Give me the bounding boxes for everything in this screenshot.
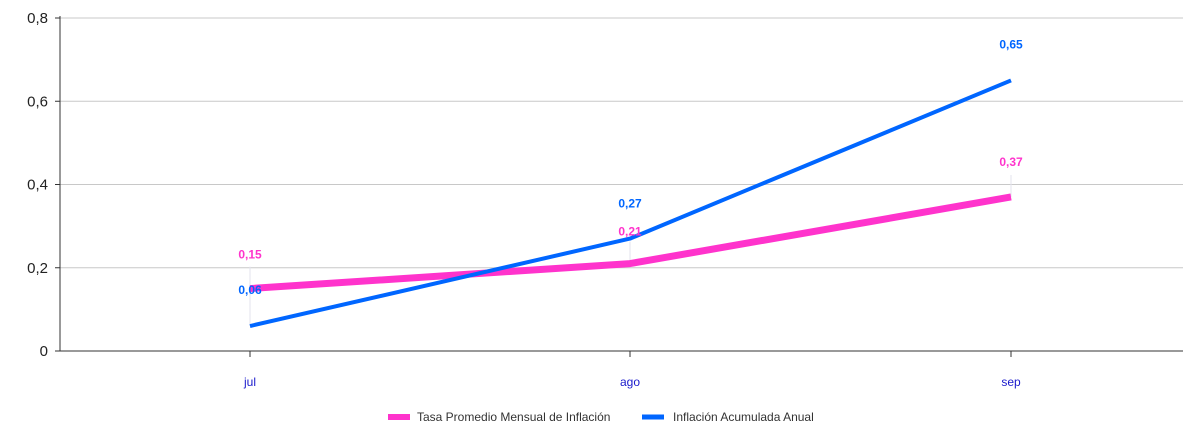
y-axis-ticks: 0 0,2 0,4 0,6 0,8 [27, 10, 48, 360]
series-lines [249, 78, 1012, 328]
label-leader-lines [249, 174, 1012, 327]
data-label: 0,15 [238, 248, 262, 262]
data-label: 0,65 [999, 37, 1023, 51]
y-tick-label: 0,6 [27, 93, 48, 110]
data-label: 0,06 [238, 283, 262, 297]
x-tick-label: jul [243, 375, 256, 389]
series-line-2 [249, 78, 1012, 328]
y-tick-label: 0,2 [27, 260, 48, 277]
data-labels: 0,15 0,21 0,37 0,06 0,27 0,65 [238, 37, 1023, 297]
data-label: 0,21 [618, 225, 642, 239]
grid-lines [60, 17, 1183, 269]
legend: Tasa Promedio Mensual de Inflación Inflac… [388, 410, 814, 424]
series-line-1 [249, 193, 1012, 293]
data-label: 0,27 [618, 197, 642, 211]
y-tick-label: 0 [40, 343, 48, 360]
data-label: 0,37 [999, 155, 1023, 169]
x-tick-label: sep [1001, 375, 1021, 389]
y-tick-label: 0,8 [27, 10, 48, 27]
axes [55, 16, 1183, 357]
legend-label: Tasa Promedio Mensual de Inflación [417, 410, 610, 424]
x-axis-ticks: jul ago sep [243, 375, 1021, 389]
y-tick-label: 0,4 [27, 177, 48, 194]
x-tick-label: ago [620, 375, 640, 389]
legend-label: Inflación Acumulada Anual [673, 410, 814, 424]
